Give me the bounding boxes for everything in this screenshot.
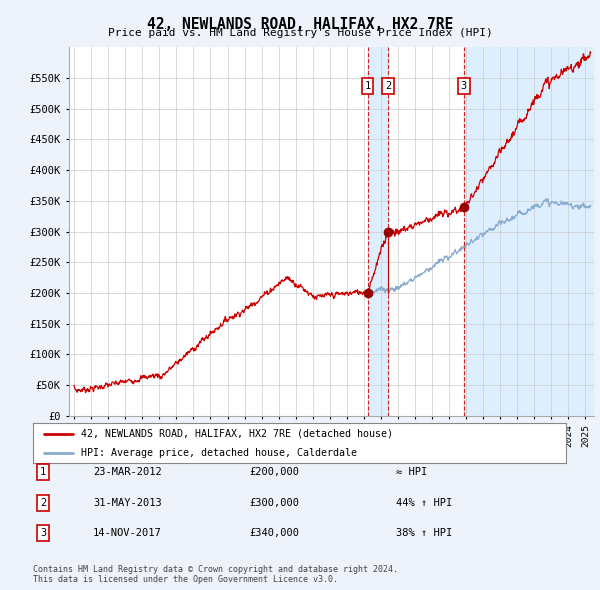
Text: £200,000: £200,000: [249, 467, 299, 477]
Text: £300,000: £300,000: [249, 498, 299, 507]
Text: Contains HM Land Registry data © Crown copyright and database right 2024.
This d: Contains HM Land Registry data © Crown c…: [33, 565, 398, 584]
Text: 14-NOV-2017: 14-NOV-2017: [93, 529, 162, 538]
Text: 42, NEWLANDS ROAD, HALIFAX, HX2 7RE (detached house): 42, NEWLANDS ROAD, HALIFAX, HX2 7RE (det…: [81, 429, 393, 439]
Text: 42, NEWLANDS ROAD, HALIFAX, HX2 7RE: 42, NEWLANDS ROAD, HALIFAX, HX2 7RE: [147, 17, 453, 31]
Text: £340,000: £340,000: [249, 529, 299, 538]
Text: 1: 1: [365, 81, 371, 91]
Text: 44% ↑ HPI: 44% ↑ HPI: [396, 498, 452, 507]
Text: 31-MAY-2013: 31-MAY-2013: [93, 498, 162, 507]
Text: 23-MAR-2012: 23-MAR-2012: [93, 467, 162, 477]
Text: HPI: Average price, detached house, Calderdale: HPI: Average price, detached house, Cald…: [81, 448, 357, 458]
Bar: [368, 47, 388, 416]
Text: 1: 1: [40, 467, 46, 477]
Text: 38% ↑ HPI: 38% ↑ HPI: [396, 529, 452, 538]
Text: 3: 3: [40, 529, 46, 538]
Text: Price paid vs. HM Land Registry's House Price Index (HPI): Price paid vs. HM Land Registry's House …: [107, 28, 493, 38]
Text: ≈ HPI: ≈ HPI: [396, 467, 427, 477]
Text: 2: 2: [385, 81, 391, 91]
Text: 2: 2: [40, 498, 46, 507]
Text: 3: 3: [461, 81, 467, 91]
Bar: [464, 47, 594, 416]
